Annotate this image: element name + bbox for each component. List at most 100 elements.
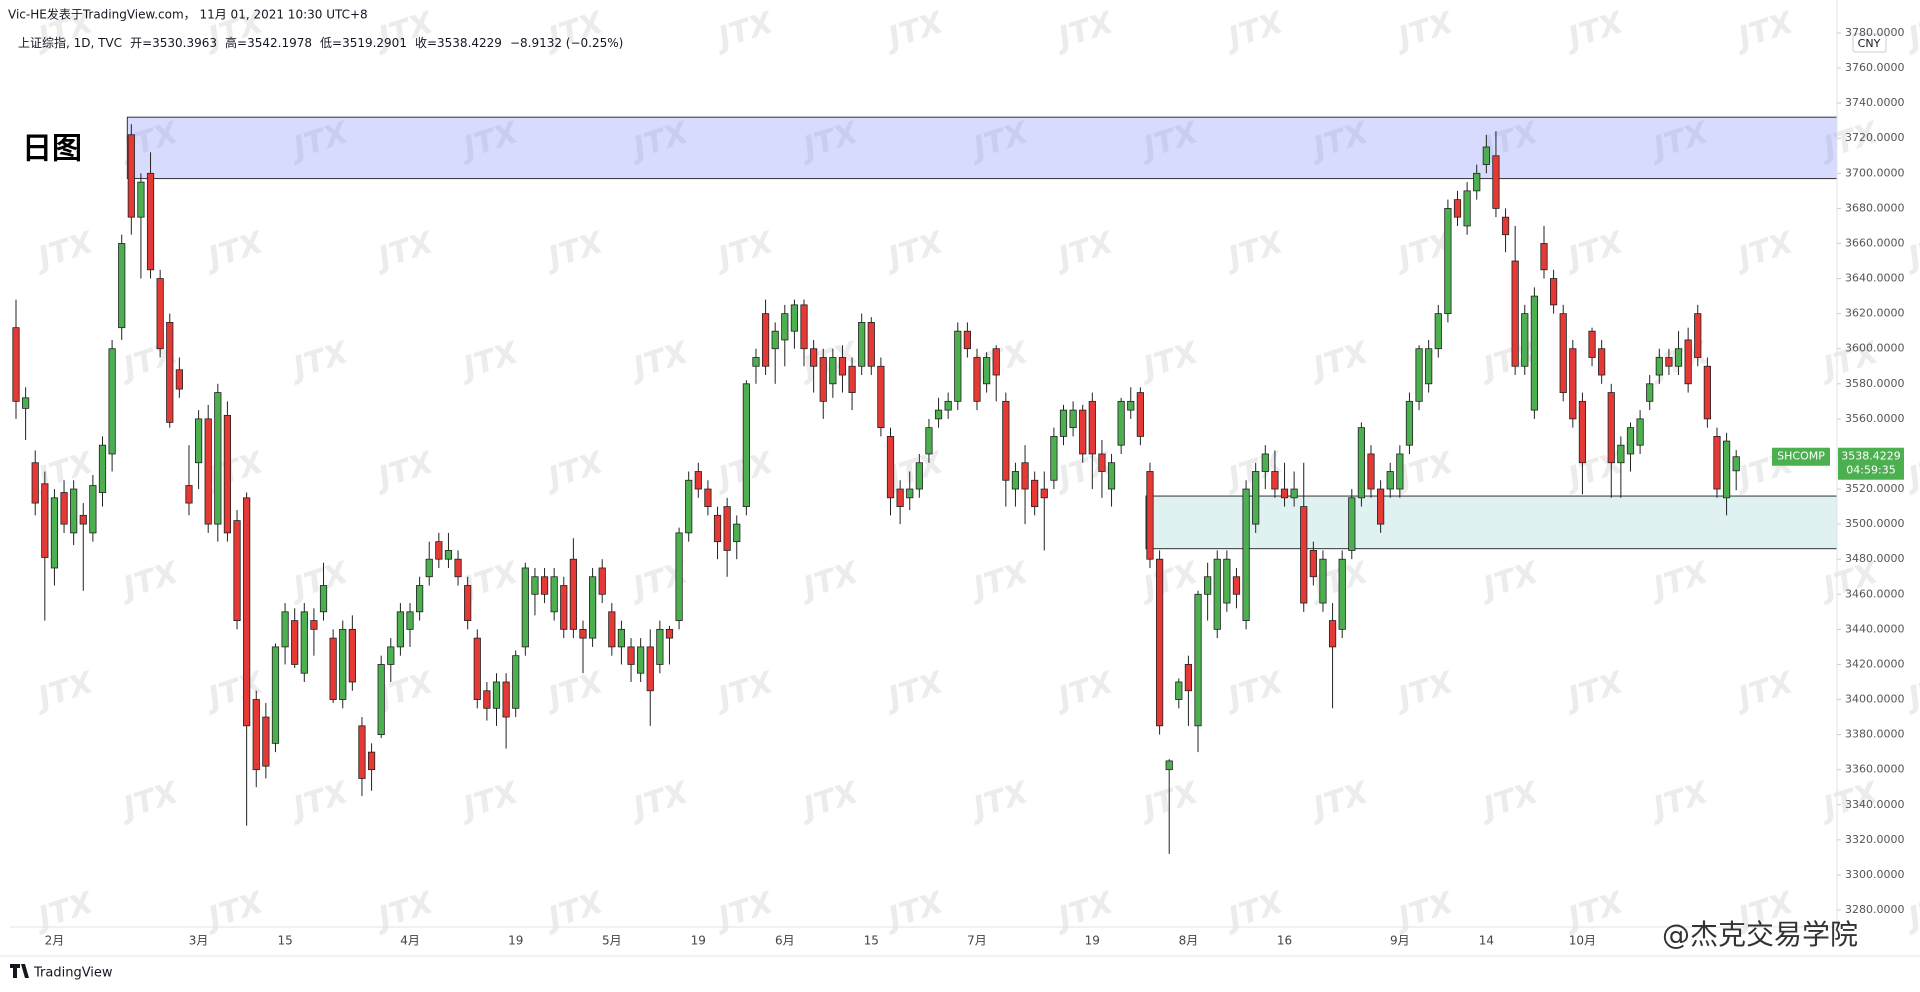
- candle-body: [1252, 471, 1260, 525]
- candle-body: [1357, 427, 1365, 499]
- x-tick-label: 19: [1085, 934, 1100, 948]
- candle-body: [1117, 400, 1125, 446]
- candle-body: [146, 172, 155, 271]
- candle-body: [1684, 339, 1692, 385]
- watermark: JTX: [1220, 225, 1289, 277]
- x-tick-label: 3月: [189, 934, 209, 948]
- candle-body: [733, 523, 741, 543]
- candle-body: [12, 327, 20, 402]
- legend-change: −8.9132 (−0.25%): [510, 36, 623, 50]
- zone: [126, 116, 1838, 180]
- watermark: JTX: [115, 775, 184, 827]
- candle-body: [886, 436, 895, 499]
- y-tick-label: 3500.0000: [1845, 517, 1905, 530]
- watermark: JTX: [1135, 555, 1204, 607]
- candle-body: [589, 576, 597, 639]
- y-tick-label: 3440.0000: [1845, 622, 1905, 635]
- watermark: JTX: [30, 665, 99, 717]
- watermark: JTX: [795, 775, 864, 827]
- candle-body: [1425, 348, 1433, 385]
- watermark: JTX: [795, 555, 864, 607]
- y-tick-label: 3640.0000: [1845, 272, 1905, 285]
- candle-body: [300, 611, 308, 674]
- candle-body: [656, 628, 664, 665]
- candle-body: [598, 567, 606, 595]
- watermark: JTX: [625, 335, 694, 387]
- watermark: JTX: [540, 885, 609, 937]
- candle-body: [1713, 436, 1721, 490]
- candle-body: [550, 576, 558, 613]
- candle-body: [540, 576, 549, 595]
- candle-body: [367, 751, 376, 771]
- candle-body: [1626, 427, 1635, 455]
- candle-body: [665, 628, 674, 639]
- candle-body: [1146, 471, 1154, 560]
- candle-body: [1453, 199, 1462, 218]
- watermark: JTX: [370, 445, 439, 497]
- candle-body: [761, 313, 770, 367]
- candle-body: [579, 628, 587, 639]
- y-tick-label: 3400.0000: [1845, 693, 1905, 706]
- watermark: JTX: [1730, 665, 1799, 717]
- candle-body: [1463, 190, 1471, 227]
- legend-close-label: 收=: [415, 36, 437, 50]
- candle-body: [483, 690, 491, 709]
- y-tick-label: 3760.0000: [1845, 61, 1905, 74]
- watermark: JTX: [540, 225, 609, 277]
- watermark: JTX: [200, 225, 269, 277]
- watermark: JTX: [1560, 5, 1629, 57]
- candle-body: [348, 628, 356, 683]
- watermark: JTX: [1645, 555, 1714, 607]
- y-tick-label: 3780.0000: [1845, 26, 1905, 39]
- y-tick-label: 3680.0000: [1845, 201, 1905, 214]
- candle-body: [675, 532, 683, 621]
- candle-body: [1242, 488, 1250, 621]
- y-tick-label: 3280.0000: [1845, 903, 1905, 916]
- legend-symbol: 上证综指, 1D, TVC: [18, 35, 122, 50]
- candle-body: [1377, 488, 1385, 525]
- candle-body: [70, 488, 78, 534]
- candle-body: [771, 330, 779, 350]
- candle-body: [1588, 330, 1596, 358]
- candle-body: [810, 348, 818, 367]
- candle-body: [531, 576, 539, 595]
- candle-body: [742, 383, 750, 507]
- candle-body: [1204, 576, 1212, 595]
- candle-body: [973, 357, 981, 402]
- candle-body: [1136, 392, 1144, 437]
- candle-body: [1521, 313, 1529, 367]
- watermark: JTX: [1390, 885, 1459, 937]
- candle-body: [339, 628, 347, 700]
- candle-body: [1223, 558, 1231, 604]
- y-tick-label: 3420.0000: [1845, 657, 1905, 670]
- watermark: JTX: [1900, 665, 1920, 717]
- y-tick-label: 3700.0000: [1845, 166, 1905, 179]
- watermark: JTX: [880, 665, 949, 717]
- candle-body: [1328, 620, 1337, 648]
- watermark: JTX: [1560, 665, 1629, 717]
- candle-body: [281, 611, 289, 648]
- watermark: JTX: [370, 225, 439, 277]
- candle-body: [22, 397, 30, 409]
- candle-body: [1098, 453, 1106, 472]
- candle-body: [204, 418, 212, 525]
- y-tick-label: 3320.0000: [1845, 833, 1905, 846]
- watermark: JTX: [710, 885, 779, 937]
- candle-body: [1578, 400, 1587, 464]
- candle-body: [1348, 497, 1356, 551]
- candle-body: [435, 541, 443, 560]
- ticker-tag: [1772, 447, 1830, 466]
- candle-body: [800, 304, 808, 350]
- candle-body: [877, 365, 885, 429]
- candle-body: [1165, 760, 1173, 771]
- y-tick-label: 3580.0000: [1845, 377, 1905, 390]
- candle-body: [108, 348, 116, 455]
- candle-body: [1501, 216, 1510, 236]
- candle-body: [137, 181, 145, 218]
- y-tick-label: 3720.0000: [1845, 131, 1905, 144]
- candle-body: [425, 558, 433, 578]
- legend-close: 3538.4229: [437, 36, 502, 50]
- candle-body: [992, 348, 1000, 376]
- candle-body: [838, 357, 847, 376]
- candle-body: [50, 497, 59, 569]
